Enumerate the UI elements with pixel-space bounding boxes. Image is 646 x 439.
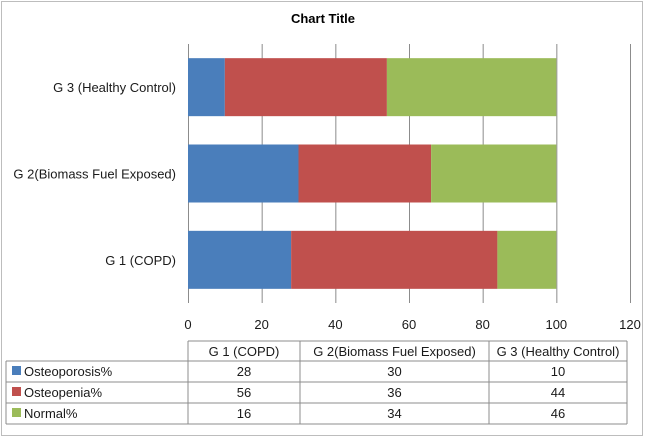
- legend-key-label: Osteopenia%: [24, 385, 102, 400]
- table-value-cell: 34: [387, 406, 401, 421]
- x-tick-label: 40: [328, 317, 342, 332]
- bars-layer: [188, 58, 557, 289]
- x-tick-label: 100: [545, 317, 567, 332]
- category-label: G 3 (Healthy Control): [53, 80, 176, 95]
- legend-key-label: Osteoporosis%: [24, 364, 113, 379]
- bar-segment-osteoporosis-1: [188, 230, 292, 289]
- bar-segment-osteopenia-1: [291, 230, 498, 289]
- legend-key-swatch: [12, 387, 21, 396]
- x-tick-label: 60: [402, 317, 416, 332]
- bar-segment-normal-2: [431, 144, 557, 203]
- legend-key-swatch: [12, 366, 21, 375]
- category-labels: G 1 (COPD) G 2(Biomass Fuel Exposed) G 3 (…: [13, 80, 176, 268]
- legend-key-swatch: [12, 408, 21, 417]
- x-tick-label: 120: [619, 317, 641, 332]
- table-value-cell: 44: [551, 385, 565, 400]
- legend-key-label: Normal%: [24, 406, 78, 421]
- x-tick-labels: 0 20 40 60 80 100 120: [184, 317, 640, 332]
- table-value-cell: 36: [387, 385, 401, 400]
- chart-title: Chart Title: [290, 11, 356, 26]
- bar-segment-osteoporosis-3: [188, 58, 225, 117]
- table-value-cell: 56: [237, 385, 251, 400]
- table-value-cell: 30: [387, 364, 401, 379]
- table-value-cell: 16: [237, 406, 251, 421]
- data-table: G 1 (COPD) G 2(Biomass Fuel Exposed) G 3 (…: [5, 340, 628, 425]
- table-header-cell: G 3 (Healthy Control): [497, 344, 620, 359]
- x-tick-label: 0: [184, 317, 191, 332]
- bar-segment-normal-1: [497, 230, 557, 289]
- x-tick-label: 80: [475, 317, 489, 332]
- table-value-cell: 10: [551, 364, 565, 379]
- bar-segment-osteopenia-3: [224, 58, 387, 117]
- table-header-cell: G 1 (COPD): [209, 344, 280, 359]
- table-header-cell: G 2(Biomass Fuel Exposed): [313, 344, 476, 359]
- table-value-cell: 46: [551, 406, 565, 421]
- bar-segment-osteopenia-2: [298, 144, 432, 203]
- x-tick-label: 20: [254, 317, 268, 332]
- table-value-cell: 28: [237, 364, 251, 379]
- bar-segment-osteoporosis-2: [188, 144, 299, 203]
- category-label: G 2(Biomass Fuel Exposed): [13, 167, 176, 182]
- category-label: G 1 (COPD): [105, 253, 176, 268]
- bar-segment-normal-3: [386, 58, 557, 117]
